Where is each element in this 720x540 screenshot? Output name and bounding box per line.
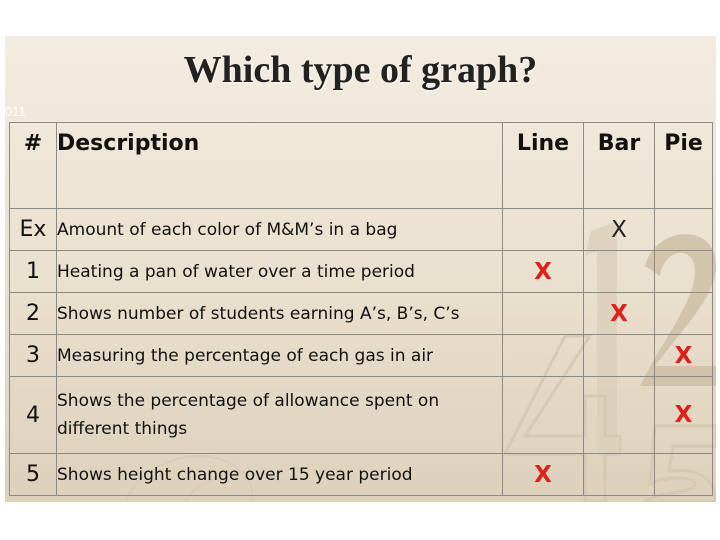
line-cell [502,376,584,454]
table-row: Ex Amount of each color of M&M’s in a ba… [9,208,713,251]
row-description: Heating a pan of water over a time perio… [56,250,503,293]
pie-cell [654,453,713,496]
row-number: 2 [9,292,57,335]
slide: Which type of graph? 011 # Description L… [5,36,716,502]
header-row: # Description Line Bar Pie [9,122,713,209]
slide-title: Which type of graph? [183,49,538,91]
corner-mark: 011 [5,104,26,119]
row-number: 3 [9,334,57,377]
header-pie: Pie [654,122,713,209]
row-number: Ex [9,208,57,251]
header-number: # [9,122,57,209]
bar-cell: X [583,292,655,335]
pie-cell: X [654,334,713,377]
row-description: Amount of each color of M&M’s in a bag [56,208,503,251]
answer-mark: X [610,300,628,327]
answer-mark: X [534,461,552,488]
table-row: 1 Heating a pan of water over a time per… [9,250,713,293]
row-description: Measuring the percentage of each gas in … [56,334,503,377]
bar-cell [583,334,655,377]
line-cell [502,208,584,251]
line-cell: X [502,453,584,496]
table-row: 2 Shows number of students earning A’s, … [9,292,713,335]
row-number: 4 [9,376,57,454]
table-row: 5 Shows height change over 15 year perio… [9,453,713,496]
header-description: Description [56,122,503,209]
answer-mark: X [534,258,552,285]
bar-cell [583,453,655,496]
pie-cell [654,292,713,335]
bar-cell [583,376,655,454]
header-bar: Bar [583,122,655,209]
pie-cell: X [654,376,713,454]
header-line: Line [502,122,584,209]
line-cell [502,292,584,335]
pie-cell [654,208,713,251]
bar-cell: X [583,208,655,251]
pie-cell [654,250,713,293]
graph-type-table: # Description Line Bar Pie Ex Amount of … [9,122,713,496]
row-description: Shows the percentage of allowance spent … [56,376,503,454]
row-number: 5 [9,453,57,496]
row-number: 1 [9,250,57,293]
table-row: 3 Measuring the percentage of each gas i… [9,334,713,377]
row-description: Shows height change over 15 year period [56,453,503,496]
line-cell [502,334,584,377]
bar-cell [583,250,655,293]
table-row: 4 Shows the percentage of allowance spen… [9,376,713,454]
answer-mark: X [674,402,693,428]
example-mark: X [611,216,627,243]
answer-mark: X [674,342,693,369]
line-cell: X [502,250,584,293]
row-description: Shows number of students earning A’s, B’… [56,292,503,335]
